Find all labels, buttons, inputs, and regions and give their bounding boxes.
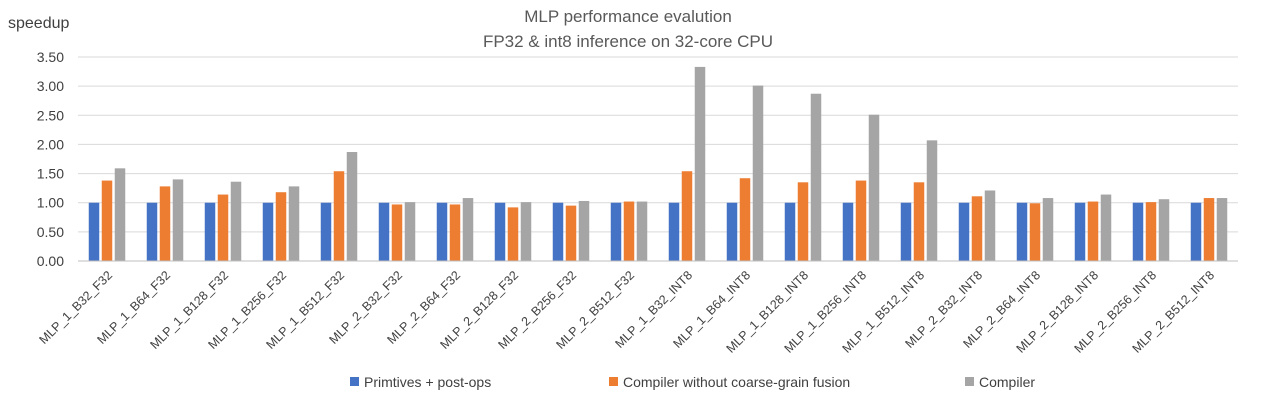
bar-MLP_1_B512_INT8-series-3	[926, 140, 938, 261]
bar-MLP_1_B256_INT8-series-2	[855, 180, 867, 261]
legend: Primtives + post-ops Compiler without coa…	[350, 374, 1035, 390]
bar-MLP_2_B512_INT8-series-2	[1203, 198, 1215, 261]
bar-MLP_2_B32_INT8-series-2	[971, 196, 983, 261]
bar-MLP_2_B256_F32-series-1	[552, 202, 564, 261]
y-tick-label: 1.50	[37, 166, 64, 182]
bar-MLP_1_B256_F32-series-3	[288, 186, 300, 261]
bar-MLP_1_B64_F32-series-2	[159, 186, 171, 261]
bar-MLP_1_B128_INT8-series-1	[784, 202, 796, 261]
bar-MLP_2_B64_F32-series-1	[436, 202, 448, 261]
bar-MLP_2_B512_INT8-series-1	[1190, 202, 1202, 261]
bar-MLP_1_B512_F32-series-1	[320, 202, 332, 261]
bar-MLP_2_B32_F32-series-2	[391, 204, 403, 261]
bars	[88, 66, 1228, 261]
chart-subtitle: FP32 & int8 inference on 32-core CPU	[483, 32, 773, 51]
bar-MLP_1_B64_INT8-series-2	[739, 178, 751, 261]
legend-label: Compiler without coarse-grain fusion	[623, 374, 850, 390]
bar-MLP_2_B32_INT8-series-3	[984, 190, 996, 261]
bar-MLP_2_B128_F32-series-1	[494, 202, 506, 261]
bar-MLP_1_B64_INT8-series-1	[726, 202, 738, 261]
bar-MLP_2_B32_F32-series-3	[404, 202, 416, 261]
legend-swatch	[609, 377, 618, 386]
x-axis-category-labels: MLP_1_B32_F32MLP_1_B64_F32MLP_1_B128_F32…	[36, 268, 1217, 356]
bar-MLP_2_B128_INT8-series-1	[1074, 202, 1086, 261]
bar-MLP_1_B32_F32-series-2	[101, 180, 113, 261]
bar-MLP_1_B64_F32-series-3	[172, 179, 184, 261]
bar-MLP_2_B128_INT8-series-2	[1087, 201, 1099, 261]
bar-MLP_2_B128_F32-series-3	[520, 202, 532, 261]
legend-label: Primtives + post-ops	[364, 374, 491, 390]
bar-MLP_2_B64_F32-series-3	[462, 198, 474, 261]
bar-MLP_1_B32_INT8-series-3	[694, 66, 706, 261]
bar-MLP_1_B32_F32-series-1	[88, 202, 100, 261]
bar-MLP_2_B512_F32-series-1	[610, 202, 622, 261]
y-tick-label: 0.00	[37, 253, 64, 269]
bar-MLP_1_B128_INT8-series-3	[810, 93, 822, 261]
bar-MLP_2_B64_INT8-series-1	[1016, 202, 1028, 261]
y-tick-label: 0.50	[37, 224, 64, 240]
y-tick-label: 2.50	[37, 107, 64, 123]
bar-MLP_1_B128_F32-series-3	[230, 181, 242, 261]
bar-MLP_1_B256_INT8-series-1	[842, 202, 854, 261]
bar-MLP_1_B128_F32-series-2	[217, 194, 229, 261]
y-tick-label: 1.00	[37, 195, 64, 211]
bar-MLP_1_B128_F32-series-1	[204, 202, 216, 261]
bar-MLP_2_B64_INT8-series-3	[1042, 198, 1054, 261]
y-tick-label: 3.50	[37, 49, 64, 65]
bar-MLP_1_B32_F32-series-3	[114, 168, 126, 261]
bar-MLP_2_B128_INT8-series-3	[1100, 194, 1112, 261]
bar-MLP_2_B512_F32-series-3	[636, 201, 648, 261]
bar-MLP_2_B256_F32-series-2	[565, 205, 577, 261]
bar-MLP_1_B256_INT8-series-3	[868, 114, 880, 261]
bar-MLP_2_B32_F32-series-1	[378, 202, 390, 261]
bar-MLP_2_B512_INT8-series-3	[1216, 198, 1228, 261]
gridlines	[78, 56, 1238, 233]
bar-MLP_2_B64_INT8-series-2	[1029, 203, 1041, 261]
bar-MLP_2_B256_INT8-series-2	[1145, 202, 1157, 261]
bar-MLP_2_B64_F32-series-2	[449, 204, 461, 261]
legend-swatch	[350, 377, 359, 386]
legend-label: Compiler	[979, 374, 1035, 390]
bar-MLP_1_B32_INT8-series-1	[668, 202, 680, 261]
bar-MLP_1_B128_INT8-series-2	[797, 182, 809, 261]
bar-MLP_1_B256_F32-series-2	[275, 192, 287, 261]
bar-MLP_2_B256_INT8-series-3	[1158, 199, 1170, 261]
legend-swatch	[965, 377, 974, 386]
bar-MLP_1_B512_INT8-series-1	[900, 202, 912, 261]
bar-MLP_1_B512_INT8-series-2	[913, 182, 925, 261]
y-tick-label: 3.00	[37, 78, 64, 94]
y-axis-label: speedup	[8, 15, 69, 32]
bar-MLP_1_B64_F32-series-1	[146, 202, 158, 261]
bar-MLP_2_B256_INT8-series-1	[1132, 202, 1144, 261]
bar-MLP_1_B32_INT8-series-2	[681, 171, 693, 261]
bar-MLP_2_B32_INT8-series-1	[958, 202, 970, 261]
bar-MLP_1_B512_F32-series-2	[333, 171, 345, 261]
chart-title: MLP performance evalution	[524, 7, 732, 26]
y-tick-label: 2.00	[37, 136, 64, 152]
bar-MLP_1_B512_F32-series-3	[346, 152, 358, 261]
bar-MLP_1_B256_F32-series-1	[262, 202, 274, 261]
bar-MLP_2_B256_F32-series-3	[578, 200, 590, 261]
bar-MLP_1_B64_INT8-series-3	[752, 85, 764, 261]
bar-MLP_2_B512_F32-series-2	[623, 201, 635, 261]
bar-MLP_2_B128_F32-series-2	[507, 207, 519, 261]
y-axis-ticks: 0.00 0.50 1.00 1.50 2.00 2.50 3.00 3.50	[37, 49, 64, 269]
